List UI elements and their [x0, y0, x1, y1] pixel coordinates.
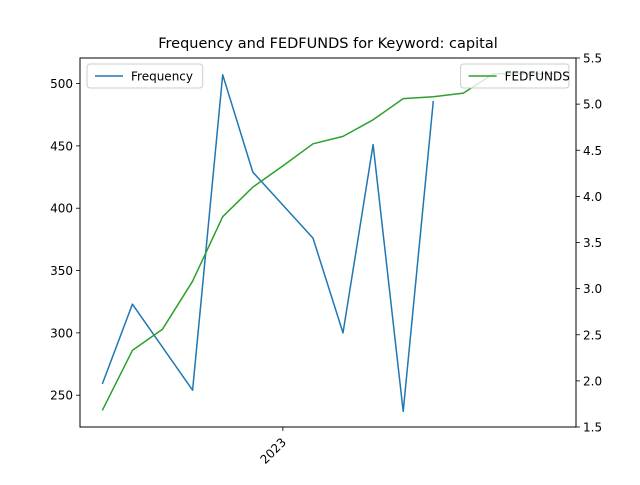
- y-right-tick-label: 1.5: [583, 421, 602, 435]
- series-line-fedfunds: [101, 72, 554, 411]
- y-left-tick-label: 350: [50, 264, 73, 278]
- y-right-tick-label: 2.0: [583, 374, 602, 388]
- legend-label: Frequency: [131, 70, 193, 84]
- y-right-tick-label: 3.0: [583, 282, 602, 296]
- y-right-tick-label: 2.5: [583, 328, 602, 342]
- y-left-tick-label: 450: [50, 139, 73, 153]
- legend-box: [460, 63, 570, 89]
- legend-box: [86, 63, 204, 89]
- y-right-tick-label: 3.5: [583, 236, 602, 250]
- y-left-tick-label: 500: [50, 77, 73, 91]
- y-left-tick-label: 300: [50, 326, 73, 340]
- y-right-tick-label: 5.0: [583, 98, 602, 112]
- y-left-tick-label: 250: [50, 389, 73, 403]
- legend-fedfunds: FEDFUNDS: [460, 63, 570, 89]
- x-tick-label: 2023: [257, 435, 288, 466]
- series-line-frequency: [101, 74, 435, 413]
- chart-title: Frequency and FEDFUNDS for Keyword: capi…: [158, 36, 498, 52]
- y-right-tick-label: 4.5: [583, 144, 602, 158]
- y-right-tick-label: 5.5: [583, 52, 602, 66]
- legend-frequency: Frequency: [86, 63, 204, 89]
- y-left-tick-label: 400: [50, 202, 73, 216]
- legend-label: FEDFUNDS: [505, 70, 570, 84]
- plot-frame: [79, 57, 577, 428]
- y-right-tick-label: 4.0: [583, 190, 602, 204]
